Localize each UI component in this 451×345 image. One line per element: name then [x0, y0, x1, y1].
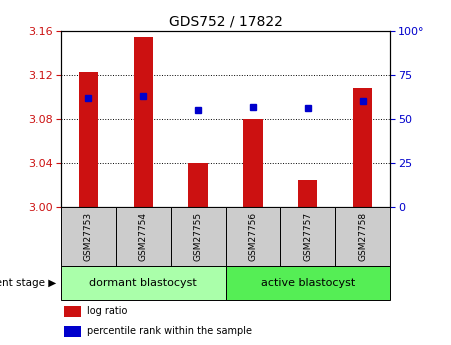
Text: GSM27757: GSM27757: [304, 212, 312, 261]
Text: GSM27758: GSM27758: [358, 212, 367, 261]
Bar: [298, 179, 318, 207]
Bar: [189, 163, 207, 207]
Bar: [353, 88, 372, 207]
Bar: [133, 37, 153, 207]
Text: GSM27753: GSM27753: [84, 212, 93, 261]
Text: log ratio: log ratio: [87, 306, 128, 316]
Bar: [79, 72, 98, 207]
Text: percentile rank within the sample: percentile rank within the sample: [87, 326, 252, 336]
Bar: [170, 207, 226, 266]
Bar: [116, 207, 170, 266]
Bar: [244, 119, 262, 207]
Bar: [226, 207, 281, 266]
Text: GSM27754: GSM27754: [139, 212, 147, 261]
Bar: [335, 207, 390, 266]
Bar: [226, 266, 390, 300]
Text: dormant blastocyst: dormant blastocyst: [89, 278, 197, 288]
Bar: [281, 207, 335, 266]
Text: development stage ▶: development stage ▶: [0, 278, 56, 288]
Title: GDS752 / 17822: GDS752 / 17822: [169, 14, 282, 29]
Bar: [64, 306, 81, 317]
Bar: [64, 326, 81, 337]
Bar: [61, 207, 116, 266]
Text: active blastocyst: active blastocyst: [261, 278, 355, 288]
Text: GSM27756: GSM27756: [249, 212, 258, 261]
Text: GSM27755: GSM27755: [193, 212, 202, 261]
Bar: [61, 266, 226, 300]
